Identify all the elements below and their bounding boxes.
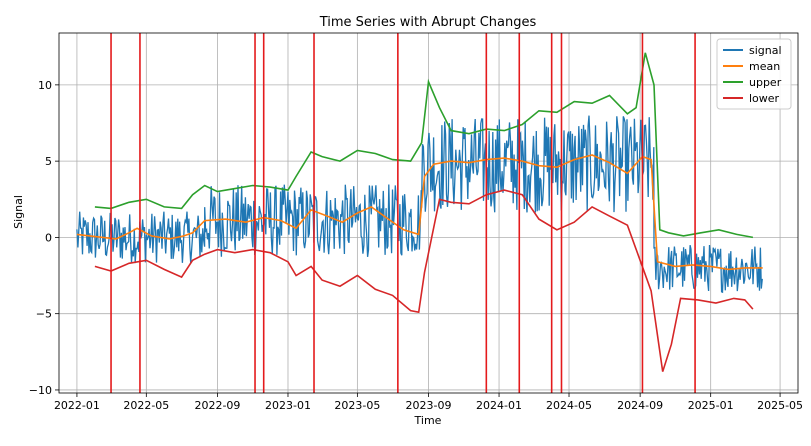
series-upper-line bbox=[94, 52, 754, 239]
y-tick-label: 10 bbox=[38, 79, 52, 92]
x-tick-label: 2022-09 bbox=[194, 399, 240, 412]
x-tick-label: 2022-01 bbox=[54, 399, 100, 412]
plot-frame bbox=[58, 32, 799, 394]
x-tick-label: 2023-09 bbox=[406, 399, 452, 412]
x-tick-label: 2025-05 bbox=[757, 399, 803, 412]
y-tick-label: −5 bbox=[36, 308, 52, 321]
x-tick-label: 2022-05 bbox=[123, 399, 169, 412]
x-tick-label: 2025-01 bbox=[688, 399, 734, 412]
y-tick-label: 5 bbox=[45, 155, 52, 168]
x-tick-label: 2023-01 bbox=[265, 399, 311, 412]
legend-label-lower: lower bbox=[749, 92, 780, 105]
x-tick-label: 2024-05 bbox=[546, 399, 592, 412]
x-axis-label: Time bbox=[414, 414, 442, 427]
y-tick-label: 0 bbox=[45, 231, 52, 244]
y-axis-label: Signal bbox=[12, 195, 25, 229]
legend: signal mean upper lower bbox=[716, 38, 792, 110]
legend-box bbox=[716, 38, 792, 110]
x-tick-label: 2024-01 bbox=[476, 399, 522, 412]
chart-title: Time Series with Abrupt Changes bbox=[319, 15, 537, 30]
series-lower-line bbox=[94, 189, 754, 372]
legend-label-upper: upper bbox=[749, 76, 782, 89]
legend-label-signal: signal bbox=[749, 44, 782, 57]
x-tick-label: 2024-09 bbox=[617, 399, 663, 412]
series-mean-line bbox=[76, 154, 763, 271]
y-tick-label: −10 bbox=[29, 384, 52, 397]
legend-label-mean: mean bbox=[749, 60, 780, 73]
axes: 2022-01 2022-05 2022-09 2023-01 2023-05 2023-… bbox=[29, 32, 803, 412]
plot-area bbox=[76, 33, 763, 393]
x-tick-label: 2023-05 bbox=[334, 399, 380, 412]
series-signal-line bbox=[76, 115, 763, 294]
